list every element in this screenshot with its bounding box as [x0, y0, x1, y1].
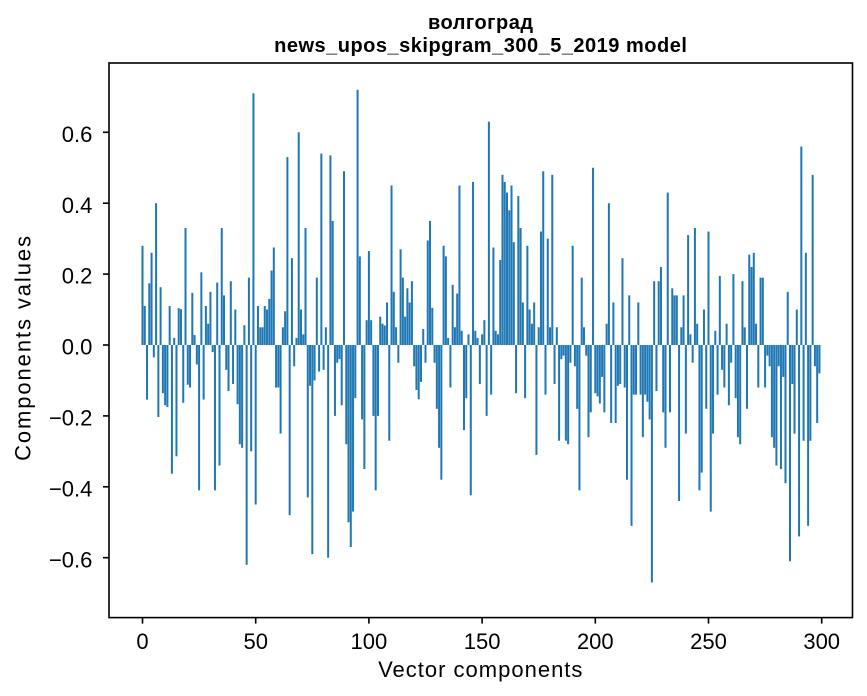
svg-text:100: 100	[351, 629, 388, 654]
svg-text:0.4: 0.4	[62, 193, 93, 218]
svg-text:news_upos_skipgram_300_5_2019: news_upos_skipgram_300_5_2019 model	[274, 35, 687, 57]
svg-text:50: 50	[243, 629, 267, 654]
svg-text:300: 300	[803, 629, 840, 654]
svg-text:−0.4: −0.4	[49, 476, 92, 501]
svg-text:−0.6: −0.6	[49, 547, 92, 572]
svg-text:Vector components: Vector components	[378, 657, 583, 682]
svg-text:волгоград: волгоград	[428, 12, 534, 34]
svg-text:0: 0	[136, 629, 148, 654]
svg-text:200: 200	[577, 629, 614, 654]
svg-text:0.2: 0.2	[62, 264, 93, 289]
svg-text:250: 250	[690, 629, 727, 654]
svg-text:0.6: 0.6	[62, 122, 93, 147]
svg-text:0.0: 0.0	[62, 335, 93, 360]
svg-text:Components values: Components values	[11, 234, 36, 461]
svg-text:−0.2: −0.2	[49, 406, 92, 431]
svg-text:150: 150	[464, 629, 501, 654]
